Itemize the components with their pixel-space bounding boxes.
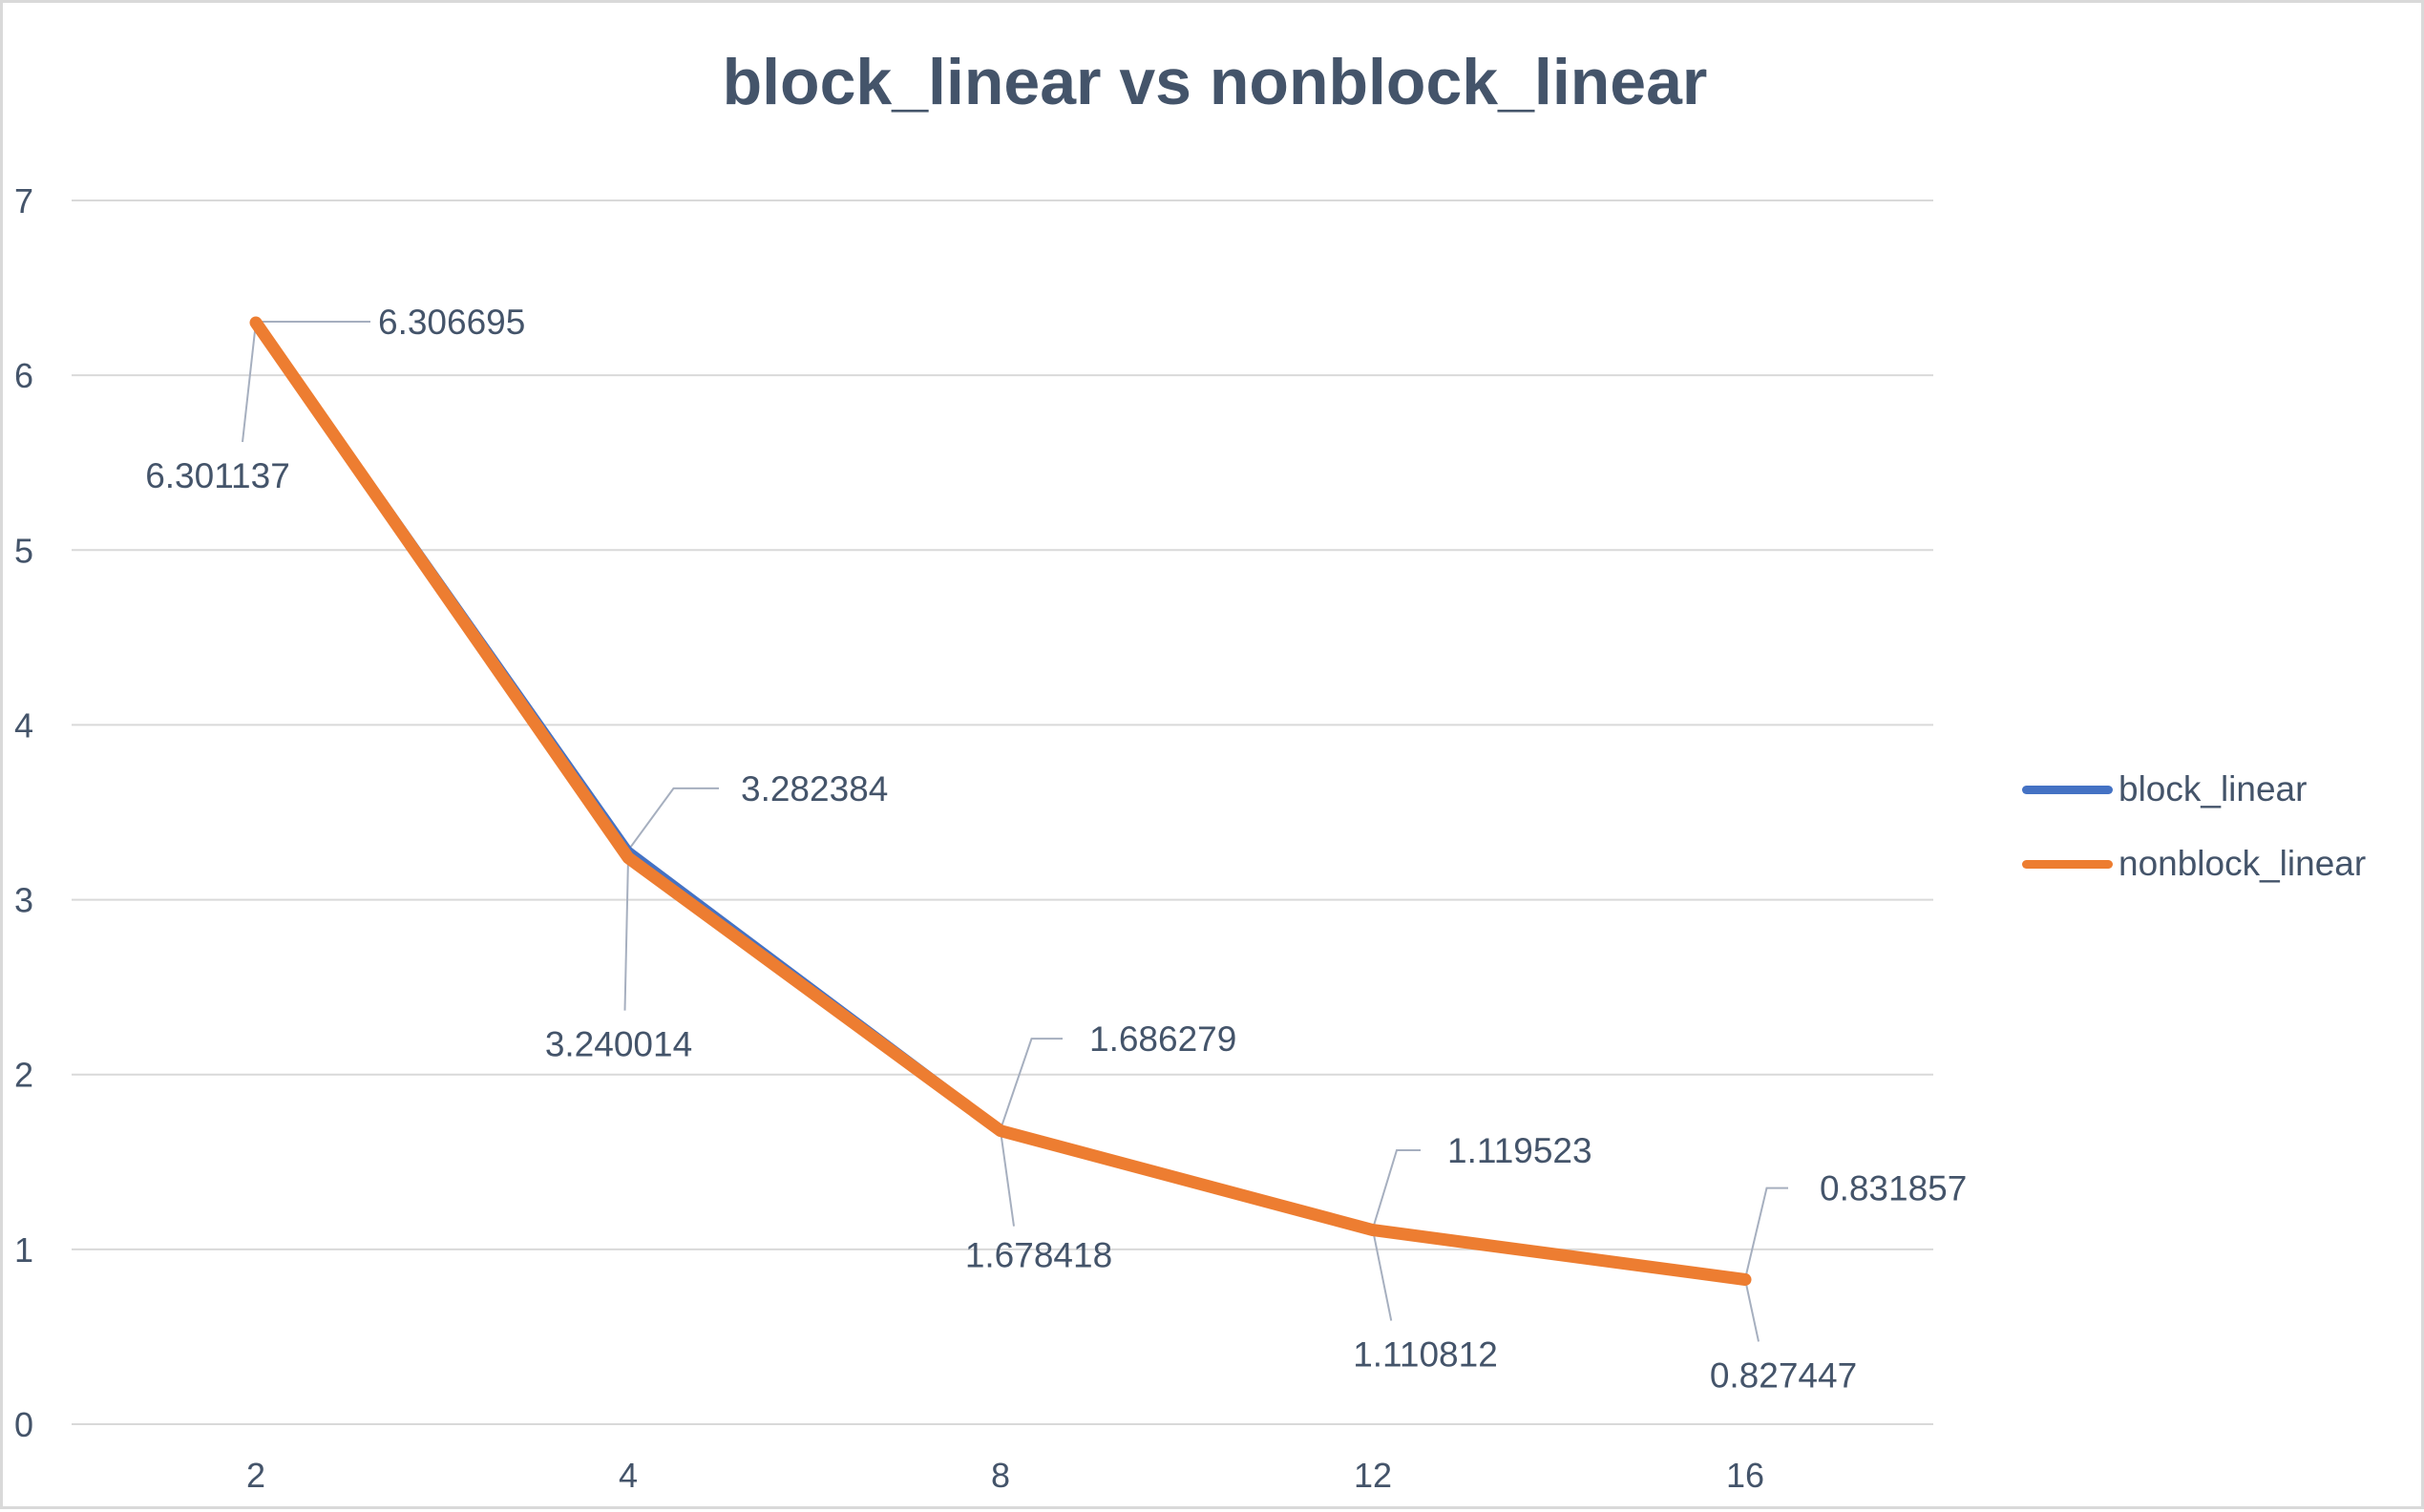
- data-label-nonblock-linear: 6.301137: [145, 456, 290, 495]
- data-label-nonblock-linear: 1.678418: [965, 1236, 1112, 1275]
- legend-item-nonblock-linear: nonblock_linear: [2022, 827, 2366, 901]
- data-point-nonblock-linear: [253, 319, 259, 326]
- legend-item-block-linear: block_linear: [2022, 752, 2366, 827]
- y-tick-label: 7: [14, 181, 33, 220]
- x-tick-label: 8: [991, 1456, 1010, 1495]
- leader-line: [1000, 1130, 1015, 1227]
- x-tick-label: 16: [1726, 1456, 1764, 1495]
- legend: block_linear nonblock_linear: [2022, 752, 2366, 901]
- data-label-block-linear: 6.306695: [378, 303, 525, 342]
- legend-label-nonblock-linear: nonblock_linear: [2118, 844, 2367, 883]
- leader-line: [627, 787, 719, 851]
- leader-line: [242, 322, 257, 443]
- chart-title: block_linear vs nonblock_linear: [722, 46, 1708, 118]
- leader-line: [1744, 1186, 1788, 1279]
- series-lines: [249, 316, 1752, 1286]
- y-tick-label: 4: [14, 705, 33, 745]
- data-point-nonblock-linear: [625, 854, 631, 861]
- y-tick-label: 3: [14, 881, 33, 920]
- data-point-nonblock-linear: [998, 1127, 1003, 1134]
- data-label-nonblock-linear: 1.110812: [1353, 1335, 1498, 1375]
- x-tick-label: 12: [1354, 1456, 1392, 1495]
- y-tick-label: 6: [14, 356, 33, 395]
- leader-line: [623, 857, 629, 1011]
- leader-line: [1372, 1148, 1421, 1229]
- data-label-block-linear: 3.282384: [741, 769, 888, 808]
- x-tick-label: 2: [246, 1456, 265, 1495]
- data-label-block-linear: 1.119523: [1447, 1131, 1592, 1170]
- y-tick-label: 1: [14, 1230, 33, 1270]
- legend-label-block-linear: block_linear: [2118, 769, 2308, 808]
- legend-swatch-block-linear: [2022, 785, 2113, 794]
- y-tick-label: 0: [14, 1405, 33, 1444]
- leader-lines: [242, 320, 1788, 1342]
- y-tick-label: 2: [14, 1056, 33, 1095]
- data-point-nonblock-linear: [1370, 1227, 1376, 1233]
- data-label-block-linear: 1.686279: [1089, 1019, 1236, 1059]
- leader-line: [1744, 1279, 1760, 1342]
- data-label-block-linear: 0.831857: [1820, 1169, 1967, 1208]
- x-tick-label: 4: [619, 1456, 638, 1495]
- legend-swatch-nonblock-linear: [2022, 859, 2113, 869]
- leader-line: [1000, 1038, 1063, 1130]
- data-label-nonblock-linear: 0.827447: [1710, 1355, 1857, 1395]
- data-point-nonblock-linear: [1742, 1276, 1748, 1283]
- gridlines: [72, 200, 1933, 1425]
- data-label-nonblock-linear: 3.240014: [545, 1025, 692, 1064]
- y-tick-label: 5: [14, 531, 33, 570]
- data-labels: 6.306695 3.282384 1.686279 1.119523 0.831857…: [145, 303, 1967, 1395]
- leader-line: [1372, 1229, 1393, 1321]
